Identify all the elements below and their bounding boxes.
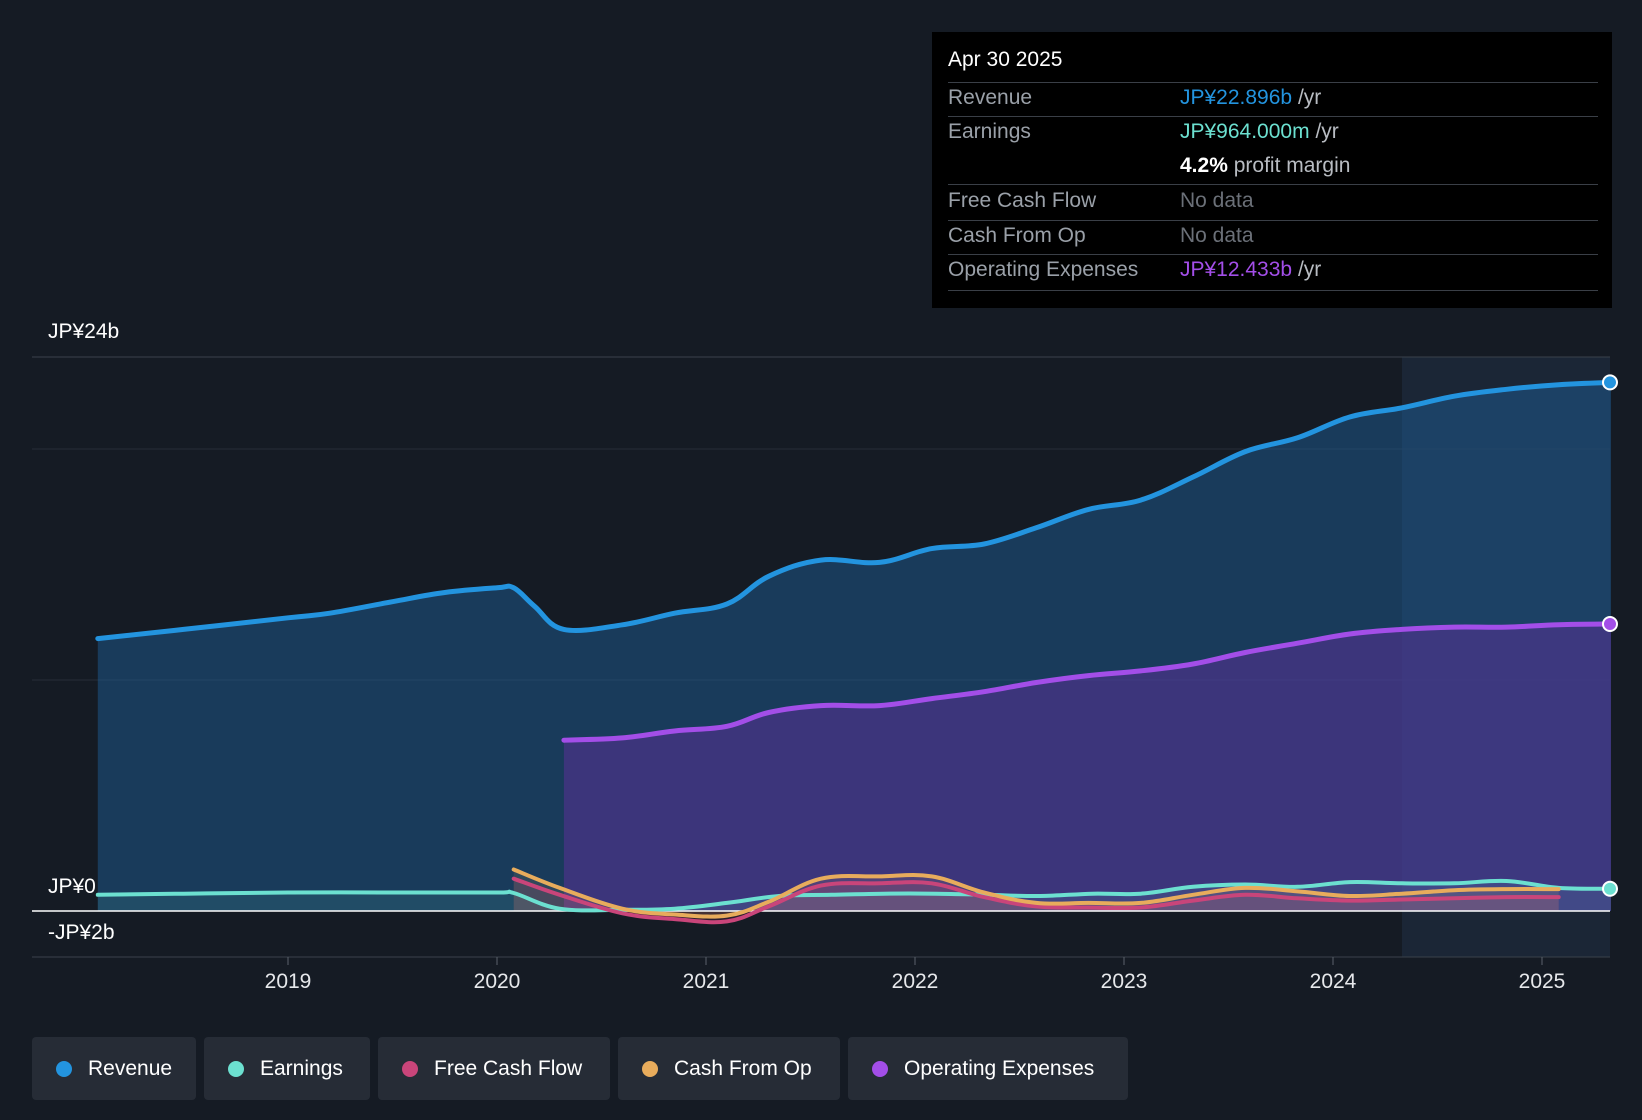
operating-expenses-dot-icon (872, 1060, 888, 1077)
tooltip-divider (948, 116, 1598, 117)
y-tick-label-top: JP¥24b (48, 320, 120, 343)
x-tick-label: 2025 (1518, 970, 1566, 993)
revenue-line (95, 379, 1614, 642)
tooltip-date: Apr 30 2025 (948, 48, 1063, 71)
free-cash-flow-line (511, 876, 1561, 925)
legend-free-cash-flow[interactable]: Free Cash Flow (378, 1037, 610, 1100)
legend-label: Cash From Op (674, 1056, 812, 1080)
legend-label: Revenue (88, 1056, 173, 1080)
legend-label: Earnings (260, 1056, 343, 1080)
earnings-value: JP¥964.000m (1180, 120, 1310, 143)
tooltip-label: Cash From Op (948, 224, 1086, 247)
x-tick-label: 2024 (1309, 970, 1357, 993)
legend-revenue[interactable]: Revenue (32, 1037, 196, 1100)
x-tick-label: 2023 (1100, 970, 1148, 993)
unit-label: /yr (1315, 120, 1339, 143)
tooltip-value: JP¥22.896b /yr (1180, 86, 1321, 110)
x-tick-label: 2021 (682, 970, 730, 993)
tooltip-label: Operating Expenses (948, 258, 1139, 281)
free-cash-flow-dot-icon (402, 1060, 418, 1077)
legend-operating-expenses[interactable]: Operating Expenses (848, 1037, 1128, 1100)
tooltip-divider (948, 184, 1598, 185)
revenue-dot-icon (56, 1060, 72, 1077)
legend-label: Free Cash Flow (434, 1056, 583, 1080)
tooltip-label: Earnings (948, 120, 1031, 143)
tooltip-label: Revenue (948, 86, 1033, 109)
y-tick-label-zero: JP¥0 (48, 875, 96, 898)
tooltip-divider (948, 290, 1598, 291)
tooltip-divider (948, 220, 1598, 221)
profit-margin-value: 4.2% (1180, 154, 1228, 177)
x-tick-label: 2020 (473, 970, 521, 993)
tooltip-value: JP¥964.000m /yr (1180, 120, 1339, 144)
cfo-value: No data (1180, 224, 1254, 247)
operating-expenses-area (563, 624, 1611, 911)
revenue-endpoint (1602, 374, 1618, 391)
tooltip: Apr 30 2025 Revenue JP¥22.896b /yr Earni… (932, 32, 1612, 308)
cash-from-op-dot-icon (642, 1060, 658, 1077)
legend-cash-from-op[interactable]: Cash From Op (618, 1037, 840, 1100)
unit-label: /yr (1297, 86, 1322, 109)
operating-expenses-line (561, 621, 1614, 743)
tooltip-label: Free Cash Flow (948, 189, 1097, 212)
earnings-dot-icon (228, 1060, 244, 1077)
unit-label: /yr (1297, 258, 1322, 281)
tooltip-value: JP¥12.433b /yr (1180, 258, 1321, 282)
operating-expenses-endpoint (1602, 616, 1618, 633)
fcf-value: No data (1180, 189, 1254, 212)
tooltip-value: 4.2% profit margin (1180, 154, 1350, 178)
y-tick-label-bottom: -JP¥2b (48, 921, 115, 944)
tooltip-divider (948, 254, 1598, 255)
opex-value: JP¥12.433b (1180, 258, 1293, 281)
x-tick-label: 2022 (891, 970, 939, 993)
cash-from-op-line (511, 867, 1561, 919)
revenue-value: JP¥22.896b (1180, 86, 1293, 109)
legend-label: Operating Expenses (904, 1056, 1095, 1080)
x-tick-label: 2019 (264, 970, 312, 993)
tooltip-divider (948, 82, 1598, 83)
legend-earnings[interactable]: Earnings (204, 1037, 370, 1100)
profit-margin-label: profit margin (1233, 154, 1351, 177)
earnings-endpoint (1602, 880, 1618, 897)
earnings-line (95, 878, 1613, 913)
